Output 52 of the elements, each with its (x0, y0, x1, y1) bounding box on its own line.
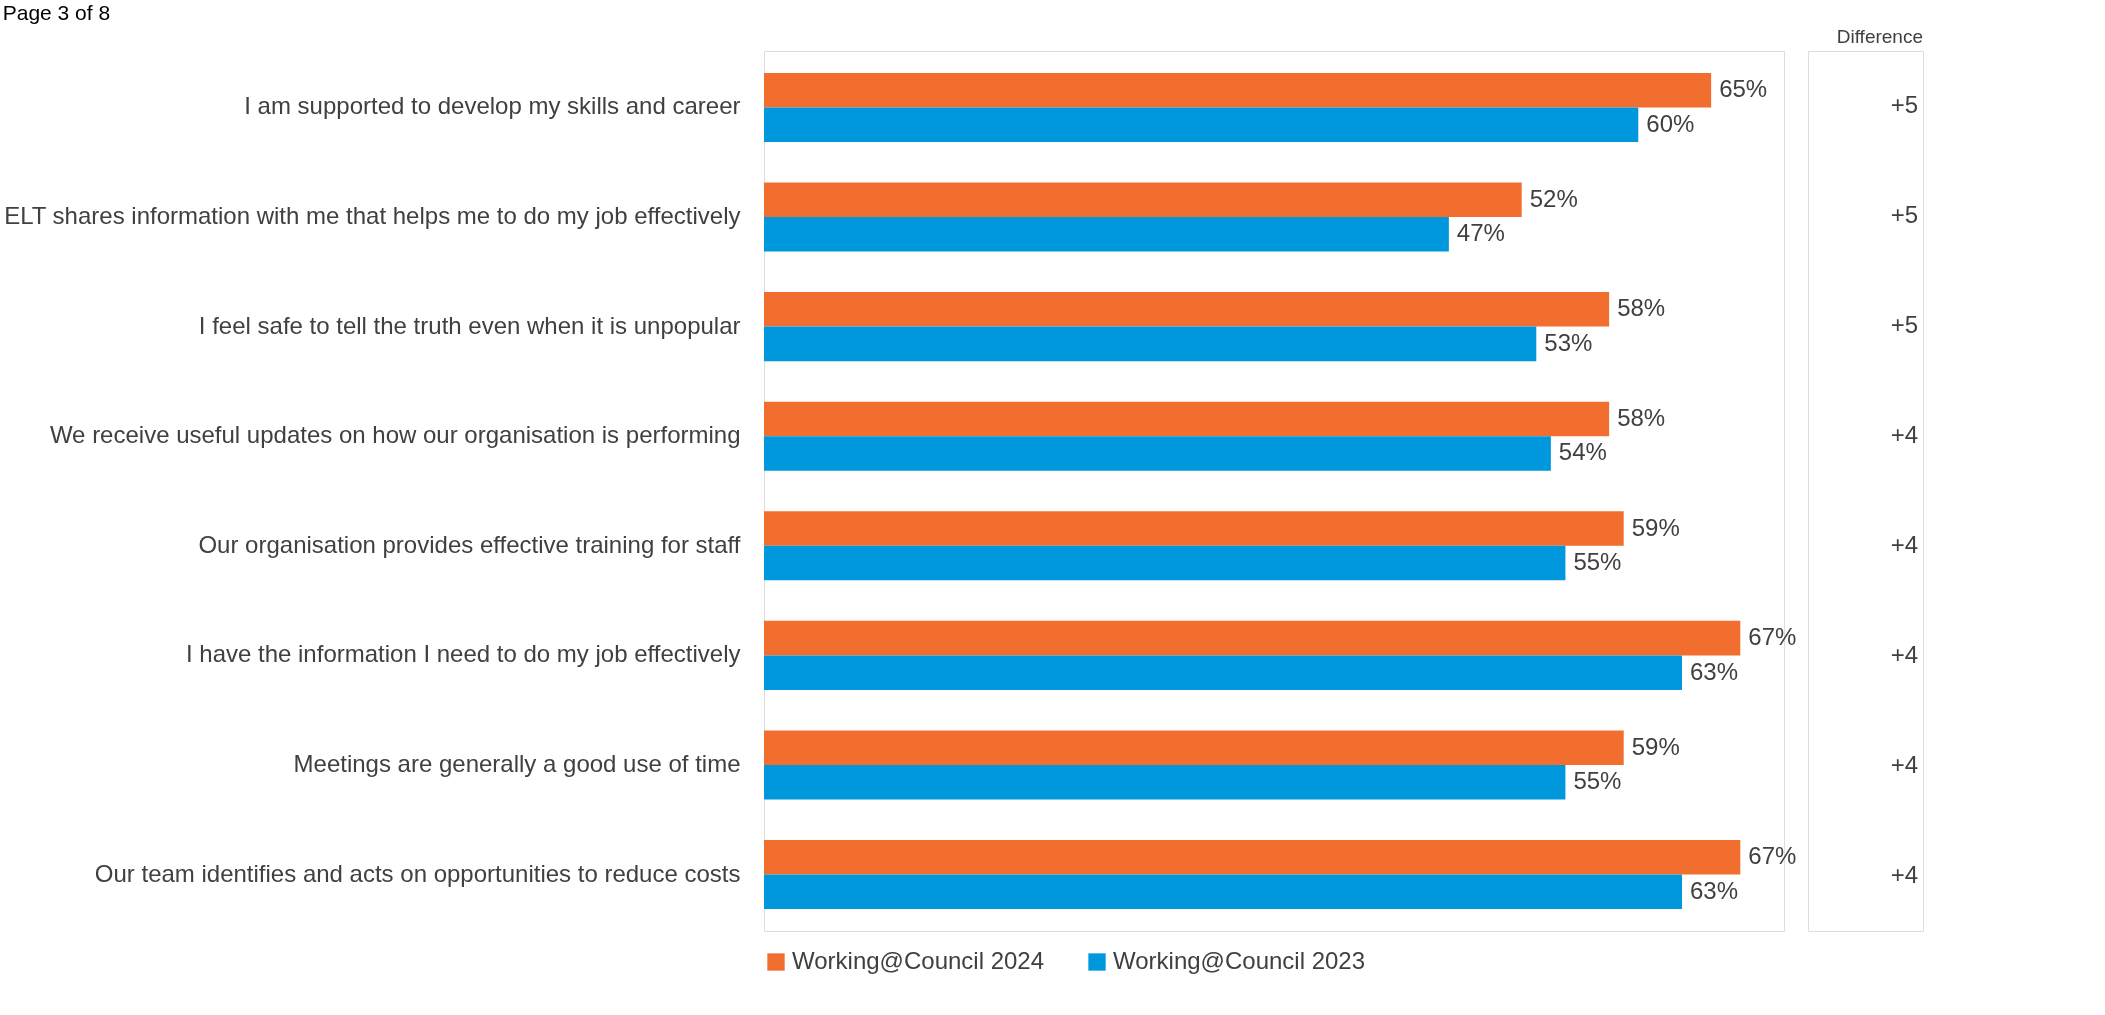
data-label: 58% (1617, 294, 1666, 322)
bar (764, 72, 1712, 108)
y-tick-label: Meetings are generally a good use of time (293, 749, 741, 777)
y-tick-label: ELT shares information with me that helps me to do my job effectively (4, 202, 741, 230)
text: +5 (1890, 201, 1918, 228)
text: Page 3 of 8 (2, 0, 111, 24)
data-label: 63% (1690, 657, 1739, 685)
text: +5 (1890, 311, 1918, 338)
data-label: 63% (1690, 876, 1739, 904)
bar (764, 436, 1551, 471)
legend-label: Working@Council 2023 (1113, 947, 1366, 974)
text: Difference (1836, 26, 1923, 47)
bar (764, 874, 1682, 910)
text: +4 (1890, 531, 1918, 558)
data-label: 58% (1617, 403, 1666, 431)
y-tick-label: Our team identifies and acts on opportunities to reduce costs (94, 859, 741, 887)
data-label: 67% (1748, 623, 1797, 651)
bar (764, 730, 1624, 765)
data-label: 55% (1573, 548, 1622, 576)
data-label: 55% (1573, 767, 1622, 795)
data-label: 65% (1719, 75, 1768, 103)
bar (764, 545, 1566, 581)
bar (764, 217, 1449, 252)
legend-label: Working@Council 2024 (792, 947, 1045, 974)
bar (764, 182, 1522, 218)
bar (764, 655, 1682, 690)
data-label: 53% (1544, 328, 1593, 356)
data-label: 52% (1529, 184, 1578, 212)
y-tick-label: We receive useful updates on how our organisation is performing (49, 421, 741, 449)
data-label: 67% (1748, 842, 1797, 870)
data-label: 54% (1558, 438, 1607, 466)
y-tick-label: I have the information I need to do my job effectively (185, 640, 741, 668)
data-label: 59% (1631, 732, 1680, 760)
y-tick-label: I feel safe to tell the truth even when it is unpopular (198, 311, 741, 339)
bar (764, 292, 1610, 327)
bar (764, 326, 1537, 362)
bar (764, 107, 1639, 142)
text: +4 (1890, 751, 1918, 778)
bar (764, 620, 1741, 656)
bar (764, 840, 1741, 875)
text: +4 (1890, 641, 1918, 668)
text: +4 (1890, 421, 1918, 448)
data-label: 60% (1646, 109, 1695, 137)
bar (764, 764, 1566, 800)
y-tick-label: I am supported to develop my skills and career (244, 92, 741, 120)
data-label: 47% (1456, 219, 1505, 247)
y-tick-label: Our organisation provides effective training for staff (198, 530, 741, 558)
bar (764, 401, 1610, 437)
data-label: 59% (1631, 513, 1680, 541)
bar (764, 511, 1624, 546)
text: +4 (1890, 861, 1918, 888)
text: +5 (1890, 91, 1918, 118)
